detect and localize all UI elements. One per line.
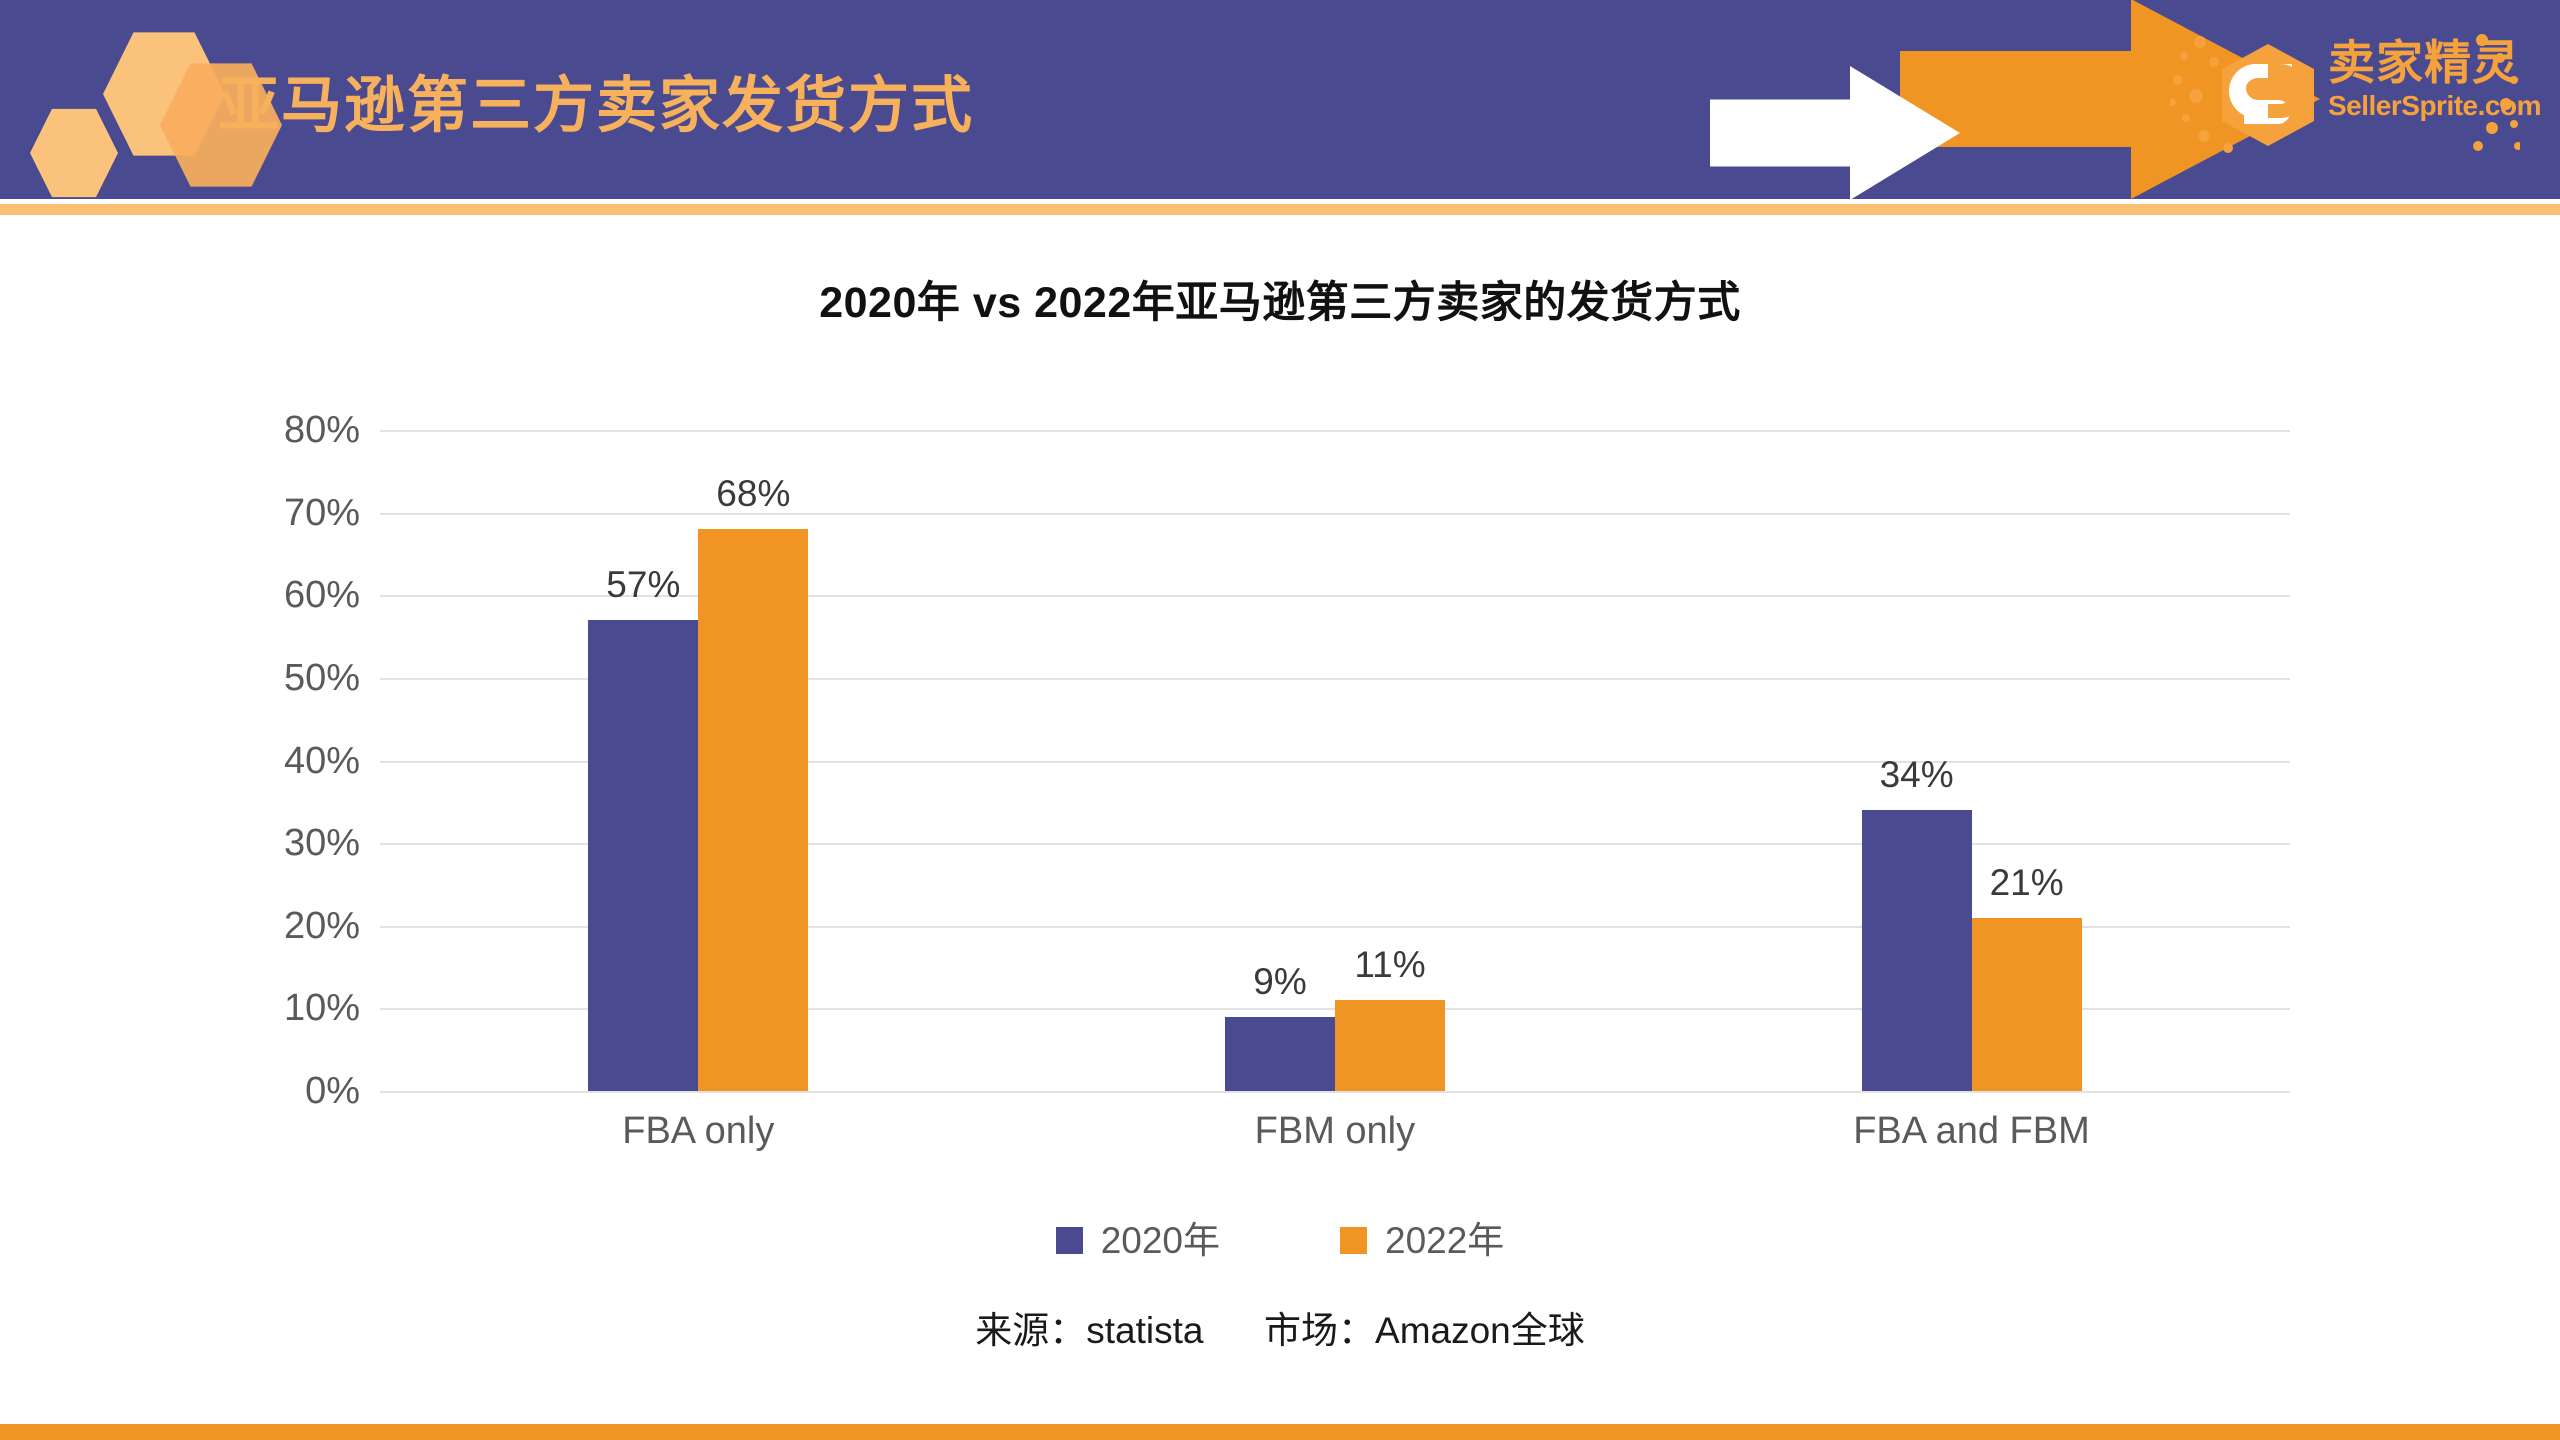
y-axis-tick-label: 50% [283,656,360,699]
y-axis-tick-label: 10% [283,987,360,1030]
legend-swatch-icon [1340,1227,1367,1254]
bar-group: 34% 21% [1653,430,2290,1091]
bar-value-label: 21% [1989,861,2064,903]
header-accent-strip [0,204,2560,215]
gridline [380,1091,2290,1093]
bar-fill [1224,1016,1335,1091]
logo-domain: SellerSprite.com [2328,90,2541,121]
y-axis-tick-label: 20% [283,904,360,947]
legend-label: 2020年 [1100,1220,1220,1261]
bar[interactable]: 21% [1971,864,2082,1091]
bar-fill [1334,1000,1445,1091]
x-axis-labels: FBA only FBM only FBA and FBM [380,1110,2290,1153]
legend-swatch-icon [1055,1227,1083,1254]
gridline [380,925,2290,928]
bar-fill [1861,810,1972,1091]
logo-cn-name: 卖家精灵 [2328,36,2520,89]
legend-label: 2022年 [1385,1220,1505,1261]
logo-dots-icon [2170,34,2520,153]
chart-footnote: 来源：statista 市场：Amazon全球 [0,1300,2560,1354]
chart-title: 2020年 vs 2022年亚马逊第三方卖家的发货方式 [819,279,1741,327]
bar-value-label: 11% [1354,944,1426,986]
y-axis-tick-label: 40% [283,739,360,782]
chart-legend: 2020年 2022年 [0,1222,2560,1259]
bar-value-label: 34% [1879,754,1954,796]
bar[interactable]: 34% [1861,756,1972,1091]
bar[interactable]: 9% [1224,963,1335,1091]
legend-item[interactable]: 2020年 [1055,1220,1220,1261]
arrow-graphic [1710,0,2560,199]
sellersprite-logo: 卖家精灵 SellerSprite.com [2170,28,2541,158]
chart-bars: 57% 68% 9% 11% 34% 21% [380,430,2290,1091]
bar-value-label: 9% [1253,960,1307,1002]
gridline [380,677,2290,680]
bar-value-label: 57% [606,564,681,606]
bar-group: 57% 68% [380,430,1017,1091]
y-axis-tick-label: 30% [283,822,360,865]
logo-wordmark: 卖家精灵 SellerSprite.com [2328,36,2541,122]
bar-fill [698,529,809,1091]
x-axis-category-label: FBM only [1254,1110,1416,1152]
x-axis-category-label: FBA only [622,1110,775,1152]
y-axis-tick-label: 70% [283,491,360,534]
x-axis-category-label: FBA and FBM [1853,1110,2090,1152]
bar-fill [588,620,699,1091]
gridline [380,843,2290,846]
logo-s-mark-icon [2222,44,2314,146]
gridline [380,760,2290,763]
gridline [380,430,2290,432]
bar[interactable]: 57% [588,566,699,1091]
header-title: 亚马逊第三方卖家发货方式 [218,71,975,139]
bar-fill [1971,917,2082,1091]
footer-accent-bar [0,1424,2560,1440]
bar[interactable]: 11% [1334,946,1445,1091]
bar-group: 9% 11% [1017,430,1654,1091]
gridline [380,595,2290,598]
gridline [380,512,2290,515]
bar[interactable]: 68% [698,475,809,1091]
y-axis-tick-label: 0% [305,1070,360,1112]
y-axis-tick-label: 60% [283,574,360,617]
market-label: 市场：Amazon全球 [1264,1310,1585,1351]
hexagon-small-icon [30,108,118,198]
source-label: 来源：statista [975,1310,1204,1351]
legend-item[interactable]: 2022年 [1340,1222,1504,1259]
page-header: 亚马逊第三方卖家发货方式 [0,0,2560,199]
y-axis-tick-label: 80% [283,409,360,451]
bar-value-label: 68% [716,473,791,515]
